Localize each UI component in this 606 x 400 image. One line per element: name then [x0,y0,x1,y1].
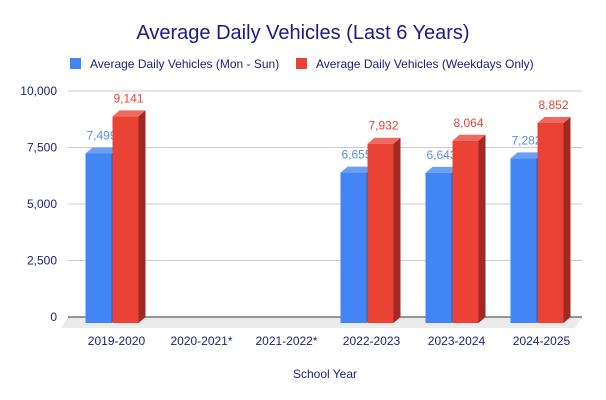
data-label: 7,932 [368,119,398,133]
bar-top [112,110,146,117]
bar-front [452,140,479,323]
bar-weekdays-2024-2025: 8,852 [537,98,571,324]
bar-front [510,158,537,323]
bar-top [537,116,571,123]
x-tick-label: 2024-2025 [513,334,571,348]
y-tick-label: 0 [50,310,57,324]
data-label: 7,499 [86,129,116,143]
y-tick-label: 7,500 [27,141,57,155]
bar-top [425,166,459,173]
bar-weekdays-2023-2024: 8,064 [452,116,486,323]
chart-title: Average Daily Vehicles (Last 6 Years) [136,22,469,44]
x-tick-label: 2021-2022* [255,334,317,348]
bar-top [452,134,486,141]
data-label: 8,852 [538,98,568,112]
legend-swatch-mon-sun [70,58,81,69]
x-tick-label: 2022-2023 [343,334,401,348]
bar-front [112,116,139,324]
data-label: 8,064 [453,116,483,130]
bar-top [367,137,401,144]
bar-front [367,143,394,323]
bar-front [425,172,452,323]
bar-side [563,116,571,324]
y-tick-label: 2,500 [27,254,57,268]
x-axis-title: School Year [293,367,357,381]
data-label: 6,655 [341,148,371,162]
data-label: 9,141 [113,91,143,105]
bar-front [85,153,112,323]
data-label: 7,282 [511,133,541,147]
y-tick-label: 5,000 [27,197,57,211]
x-tick-label: 2023-2024 [428,334,486,348]
bar-top [85,147,119,154]
x-tick-label: 2020-2021* [170,334,232,348]
bar-side [138,110,146,324]
legend-label-mon-sun: Average Daily Vehicles (Mon - Sun) [90,57,279,71]
bar-front [340,172,367,323]
data-label: 6,643 [426,148,456,162]
legend-swatch-weekdays [296,58,307,69]
bar-side [478,134,486,323]
bar-side [393,137,401,323]
bar-top [340,166,374,173]
bar-front [537,122,564,324]
y-tick-label: 10,000 [20,84,57,98]
bar-weekdays-2019-2020: 9,141 [112,91,146,324]
legend: Average Daily Vehicles (Mon - Sun) Avera… [70,57,534,71]
x-tick-label: 2019-2020 [88,334,146,348]
bar-weekdays-2022-2023: 7,932 [367,119,401,323]
bar-top [510,152,544,159]
legend-label-weekdays: Average Daily Vehicles (Weekdays Only) [316,57,534,71]
bar-mon-sun-2019-2020: 7,499 [85,129,119,323]
